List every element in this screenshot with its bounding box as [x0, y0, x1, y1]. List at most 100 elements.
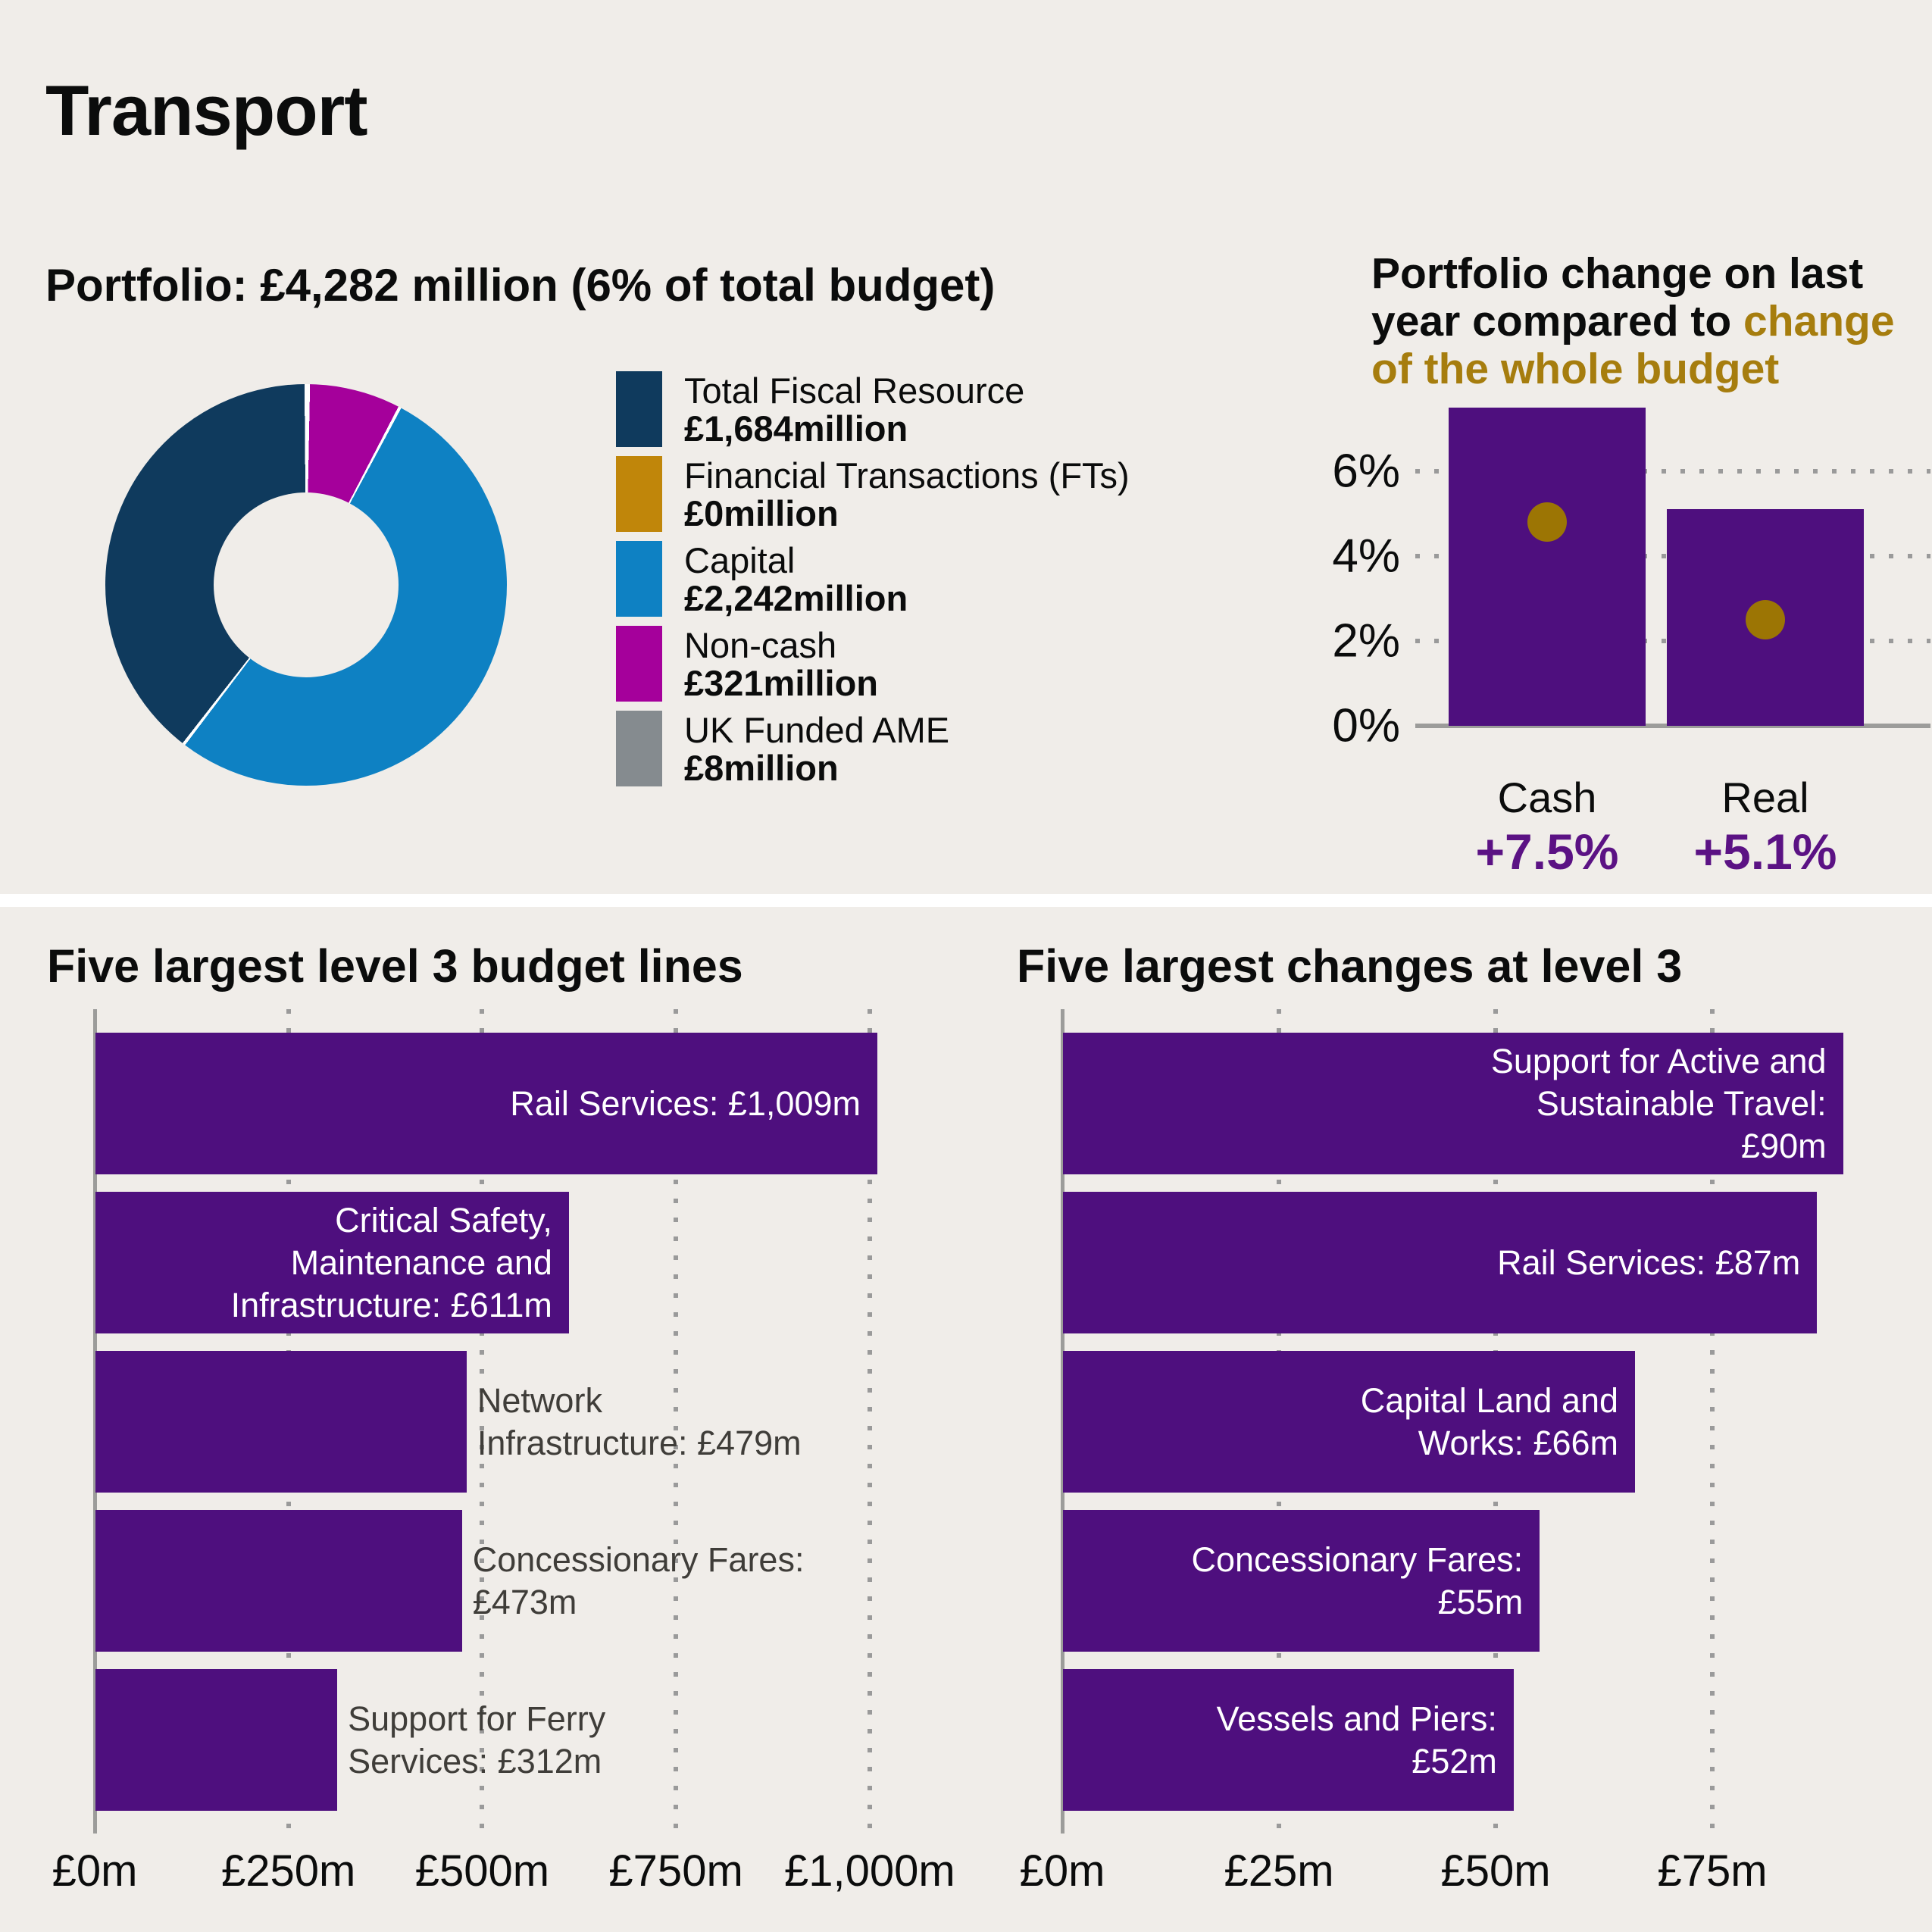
x-axis-tick-label: £75m [1657, 1846, 1768, 1896]
legend-text: Total Fiscal Resource £1,684million [684, 370, 1025, 448]
bar: Network Infrastructure: £479m [95, 1351, 802, 1493]
bar-label-line: £55m [1437, 1582, 1524, 1621]
bar-label-line: Critical Safety, [335, 1200, 552, 1240]
bar: Rail Services: £1,009m [95, 1033, 877, 1174]
legend-swatch [616, 626, 662, 702]
legend-label: UK Funded AME [684, 710, 950, 750]
portfolio-heading: Portfolio: £4,282 million (6% of total b… [45, 260, 996, 311]
bar-plot-area: Rail Services: £1,009m Critical Safety, Ma… [93, 1009, 962, 1834]
legend-value: £2,242million [684, 578, 908, 618]
bar: Rail Services: £87m [1063, 1192, 1818, 1333]
legend-label: Financial Transactions (FTs) [684, 455, 1130, 496]
x-axis-tick-label: £500m [414, 1846, 550, 1896]
legend-swatch [616, 541, 662, 617]
x-axis-line [1415, 724, 1930, 728]
x-axis-tick-label: £750m [608, 1846, 743, 1896]
legend-value: £321million [684, 663, 878, 703]
legend-swatch [616, 456, 662, 532]
bar-label-line: Services: £312m [348, 1741, 602, 1780]
legend-item: Capital £2,242million [616, 541, 1268, 617]
x-axis-tick-label: £1,000m [783, 1846, 955, 1896]
bar: Critical Safety, Maintenance and Infrastru… [95, 1192, 569, 1333]
change-title-line: year compared to change [1371, 298, 1924, 345]
change-title-black-text: year compared to [1371, 297, 1744, 345]
x-axis-tick-label: £0m [1019, 1846, 1105, 1896]
legend-swatch [616, 711, 662, 786]
legend-value: £0million [684, 493, 839, 533]
gridline [480, 1009, 485, 1834]
gridline [867, 1009, 872, 1834]
change-title-black-text: Portfolio change on last [1371, 249, 1864, 298]
bar-label-line: Rail Services: £1,009m [510, 1083, 861, 1123]
y-axis-tick-label: 0% [1332, 699, 1400, 752]
bar-label: Support for Active and Sustainable Travel… [1491, 1040, 1827, 1168]
bar-label-line: Infrastructure: £479m [477, 1423, 802, 1462]
bar-label-line: £52m [1411, 1741, 1497, 1780]
bar-label-line: Maintenance and [290, 1243, 552, 1282]
legend-label: Total Fiscal Resource [684, 370, 1025, 411]
bar: Concessionary Fares: £473m [95, 1510, 804, 1652]
bar-category-label: Cash [1497, 774, 1597, 821]
bar-change-value: +5.1% [1693, 824, 1837, 880]
change-title-gold-text: of the whole budget [1371, 345, 1780, 393]
x-axis-tick-label: £50m [1440, 1846, 1551, 1896]
bar: Capital Land and Works: £66m [1063, 1351, 1636, 1493]
change-plot [1415, 394, 1930, 728]
bar-label: Rail Services: £1,009m [510, 1083, 861, 1125]
bar: Concessionary Fares: £55m [1063, 1510, 1540, 1652]
gridline [674, 1009, 679, 1834]
whole-budget-dot [1746, 600, 1785, 639]
change-title-gold-text: change [1743, 297, 1895, 345]
change-bar [1449, 408, 1646, 726]
legend-item: Total Fiscal Resource £1,684million [616, 370, 1268, 448]
bar-label-line: Network [477, 1380, 602, 1420]
change-panel-title: Portfolio change on last year compared to… [1371, 250, 1924, 393]
bar-label: Capital Land and Works: £66m [1361, 1380, 1618, 1465]
legend-label: Capital [684, 540, 796, 580]
legend-text: UK Funded AME £8million [684, 710, 950, 788]
bar-label-line: Infrastructure: £611m [230, 1285, 552, 1324]
bar-plot-area: Support for Active and Sustainable Travel… [1061, 1009, 1930, 1834]
whole-budget-dot [1527, 502, 1567, 542]
bar-label-line: Support for Active and [1490, 1041, 1827, 1080]
bar-label: Network Infrastructure: £479m [477, 1380, 802, 1465]
bar-label-line: Capital Land and [1360, 1380, 1619, 1420]
bar-label-line: Vessels and Piers: [1216, 1699, 1497, 1738]
page-title: Transport [45, 70, 368, 150]
budget-lines-title: Five largest level 3 budget lines [47, 940, 743, 992]
change-title-line: Portfolio change on last [1371, 250, 1924, 298]
legend-item: Non-cash £321million [616, 626, 1268, 702]
y-axis-tick-label: 4% [1332, 530, 1400, 583]
bar-label-line: £473m [472, 1582, 577, 1621]
bar-label-line: Concessionary Fares: [1191, 1540, 1524, 1579]
legend-text: Non-cash £321million [684, 626, 878, 702]
bar-label-line: Works: £66m [1418, 1423, 1619, 1462]
bar-label-line: Rail Services: £87m [1497, 1243, 1801, 1282]
x-axis-tick-label: £25m [1224, 1846, 1334, 1896]
bar-label: Critical Safety, Maintenance and Infrastru… [231, 1199, 552, 1327]
x-axis-tick-label: £250m [221, 1846, 356, 1896]
bar-change-value: +7.5% [1475, 824, 1619, 880]
bar-label: Vessels and Piers: £52m [1217, 1698, 1497, 1783]
y-axis-line [93, 1009, 97, 1834]
legend-item: Financial Transactions (FTs) £0million [616, 455, 1268, 533]
bar-label-line: Sustainable Travel: [1536, 1083, 1827, 1123]
bar-label-line: Support for Ferry [348, 1699, 606, 1738]
change-title-line: of the whole budget [1371, 345, 1924, 393]
changes-title: Five largest changes at level 3 [1017, 940, 1683, 992]
bar: Support for Ferry Services: £312m [95, 1669, 605, 1811]
portfolio-legend: Total Fiscal Resource £1,684million Financ… [616, 371, 1268, 796]
bar-label: Support for Ferry Services: £312m [348, 1698, 605, 1783]
donut-hole [214, 492, 399, 677]
y-axis-tick-label: 6% [1332, 445, 1400, 498]
bar-category-label: Real [1721, 774, 1809, 821]
legend-value: £8million [684, 748, 839, 788]
bar: Support for Active and Sustainable Travel… [1063, 1033, 1843, 1174]
bar-label-line: Concessionary Fares: [472, 1540, 805, 1579]
y-axis-line [1061, 1009, 1064, 1834]
bar-label: Concessionary Fares: £55m [1192, 1539, 1524, 1624]
portfolio-donut-chart [105, 384, 507, 786]
legend-text: Financial Transactions (FTs) £0million [684, 455, 1130, 533]
bar: Vessels and Piers: £52m [1063, 1669, 1514, 1811]
